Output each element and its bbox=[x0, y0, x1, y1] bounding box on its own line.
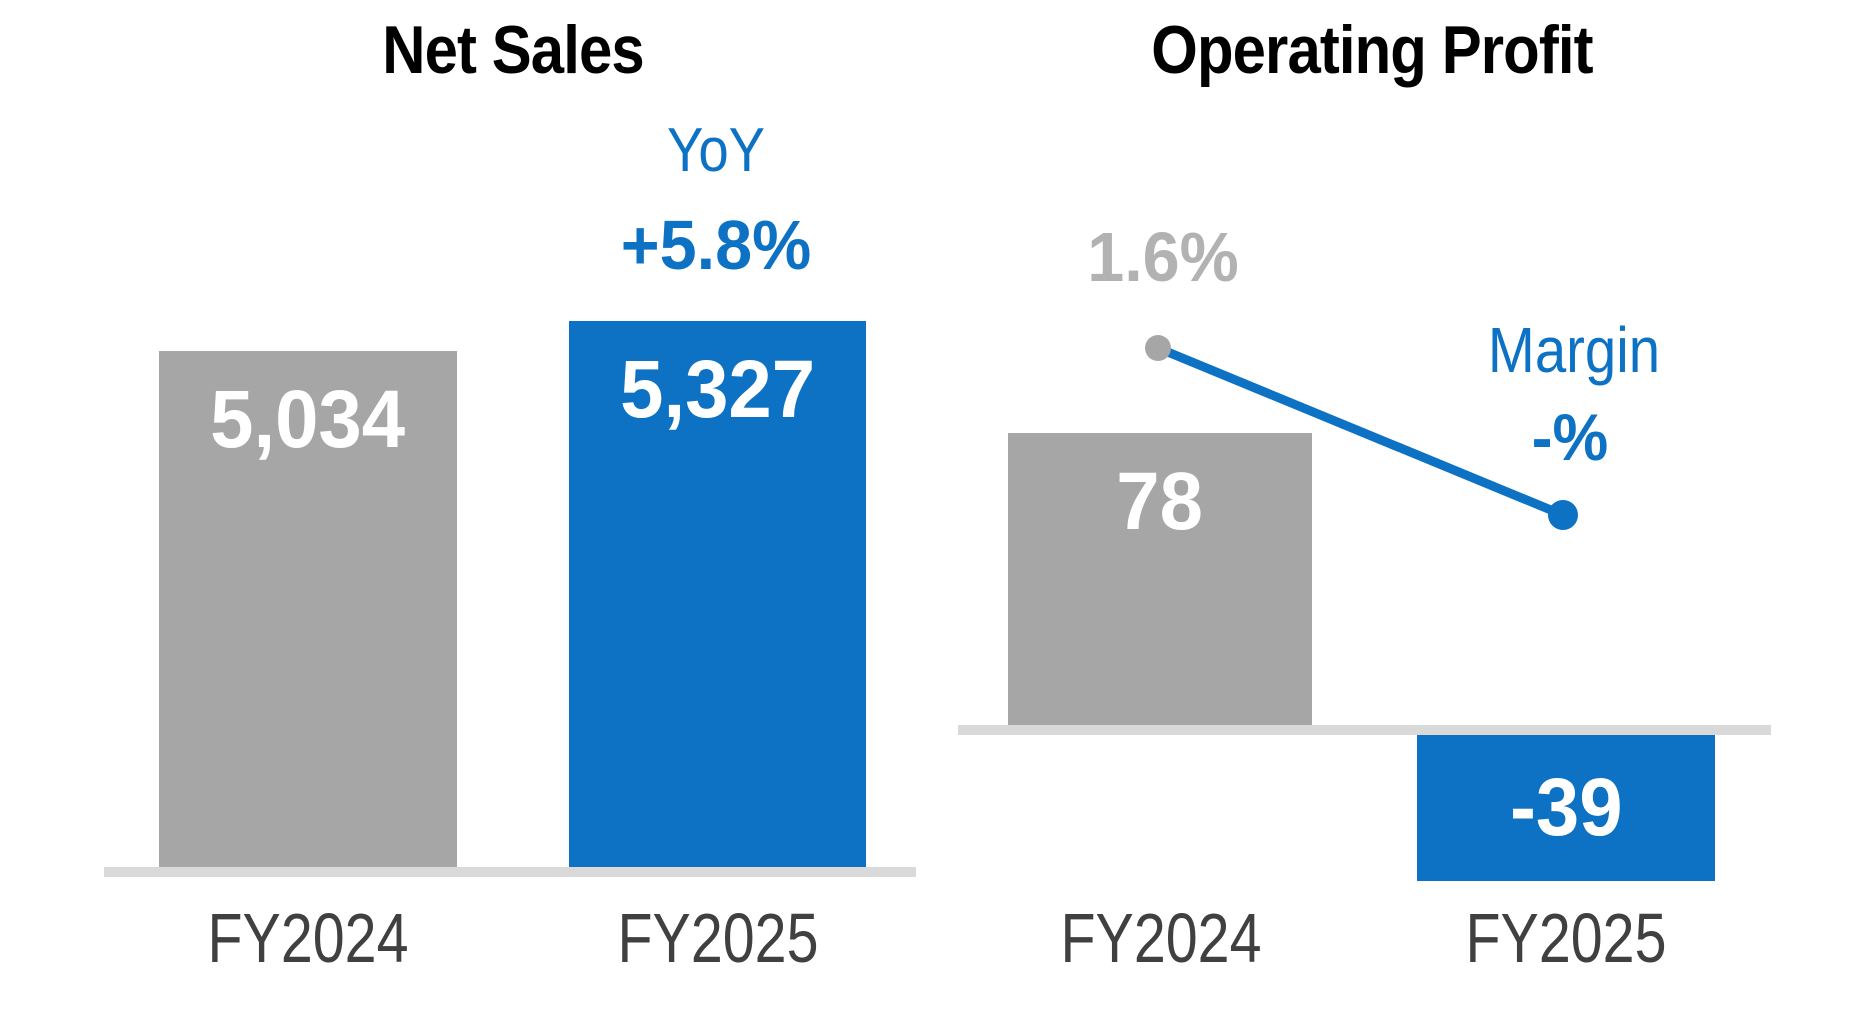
margin-fy2024-value: 1.6% bbox=[1087, 218, 1239, 296]
net-sales-title: Net Sales bbox=[382, 12, 644, 88]
operating-profit-title: Operating Profit bbox=[1151, 12, 1593, 88]
net-sales-axis-label-fy2024: FY2024 bbox=[207, 899, 409, 977]
net-sales-axis-label-fy2025: FY2025 bbox=[617, 899, 819, 977]
operating-profit-bar-fy2025: -39 bbox=[1417, 735, 1715, 881]
operating-profit-baseline bbox=[958, 725, 1771, 735]
net-sales-bar-fy2024-value: 5,034 bbox=[210, 374, 406, 465]
net-sales-bar-fy2025-value: 5,327 bbox=[620, 344, 815, 435]
margin-label: Margin bbox=[1487, 314, 1661, 386]
margin-point-fy2024 bbox=[1145, 335, 1171, 361]
operating-profit-axis-label-fy2025: FY2025 bbox=[1465, 899, 1667, 977]
operating-profit-bar-fy2024-value: 78 bbox=[1116, 456, 1204, 547]
operating-profit-bar-fy2025-value: -39 bbox=[1509, 762, 1623, 853]
margin-point-fy2025 bbox=[1548, 500, 1578, 530]
operating-profit-axis-label-fy2024: FY2024 bbox=[1060, 899, 1262, 977]
net-sales-baseline bbox=[104, 867, 916, 877]
margin-fy2025-value: -% bbox=[1531, 400, 1609, 474]
yoy-label: YoY bbox=[666, 116, 766, 185]
net-sales-bar-fy2025: 5,327 bbox=[569, 321, 866, 867]
operating-profit-bar-fy2024: 78 bbox=[1008, 433, 1312, 725]
yoy-value: +5.8% bbox=[620, 206, 812, 284]
net-sales-bar-fy2024: 5,034 bbox=[159, 351, 457, 867]
